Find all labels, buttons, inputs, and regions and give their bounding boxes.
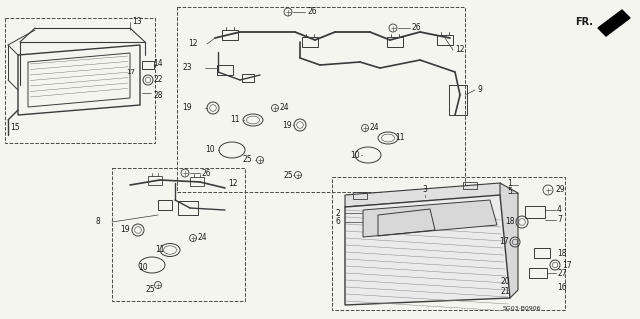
Bar (387, 37, 403, 47)
Bar (529, 268, 547, 278)
Bar (217, 65, 233, 75)
Bar (534, 248, 550, 258)
Text: 23: 23 (182, 63, 192, 72)
Text: 18: 18 (557, 249, 566, 257)
Text: 19: 19 (120, 226, 130, 234)
Text: 11: 11 (230, 115, 240, 124)
Text: 10: 10 (350, 151, 360, 160)
Text: 5: 5 (507, 188, 512, 197)
Text: 26: 26 (412, 24, 422, 33)
Bar (158, 200, 172, 210)
Text: 29: 29 (555, 186, 564, 195)
Text: 8: 8 (95, 218, 100, 226)
Polygon shape (345, 183, 510, 207)
Text: 2: 2 (335, 209, 340, 218)
Text: 12: 12 (228, 180, 237, 189)
Text: 19: 19 (182, 103, 192, 113)
Text: 1: 1 (507, 179, 512, 188)
Bar (190, 177, 204, 186)
Text: 24: 24 (370, 123, 380, 132)
Text: 21: 21 (500, 287, 510, 296)
Text: 25: 25 (145, 286, 155, 294)
Text: 11: 11 (156, 246, 165, 255)
Text: 19: 19 (282, 121, 292, 130)
Text: 10: 10 (138, 263, 148, 272)
Bar (525, 206, 545, 218)
Bar (449, 85, 467, 115)
Text: 25: 25 (243, 155, 252, 165)
Text: 18: 18 (506, 218, 515, 226)
Bar (178, 201, 198, 215)
Text: 20: 20 (500, 278, 510, 286)
Bar (222, 30, 238, 40)
Text: 26: 26 (202, 168, 212, 177)
Bar (242, 74, 254, 82)
Text: 27: 27 (557, 269, 566, 278)
Text: 17: 17 (499, 238, 509, 247)
Bar (463, 182, 477, 189)
Text: 28: 28 (153, 92, 163, 100)
Text: 3: 3 (422, 186, 428, 195)
Text: 16: 16 (557, 284, 566, 293)
Text: FR.: FR. (575, 17, 593, 27)
Polygon shape (500, 183, 518, 298)
Text: 10: 10 (205, 145, 215, 154)
Text: 24: 24 (280, 103, 290, 113)
Text: 7: 7 (557, 216, 562, 225)
Text: 17: 17 (562, 261, 572, 270)
Text: 14: 14 (153, 58, 163, 68)
Text: 17: 17 (126, 69, 135, 75)
Text: 26: 26 (307, 8, 317, 17)
Text: 11: 11 (395, 133, 404, 143)
Bar (112, 168, 245, 301)
Text: 25: 25 (284, 170, 293, 180)
Text: 15: 15 (10, 123, 20, 132)
Text: 24: 24 (198, 234, 207, 242)
Text: 6: 6 (335, 218, 340, 226)
Bar (148, 176, 162, 185)
Text: 13: 13 (132, 18, 141, 26)
Bar (437, 35, 453, 45)
Bar (353, 192, 367, 199)
Text: 4: 4 (557, 205, 562, 214)
Bar (177, 7, 465, 192)
Bar (332, 177, 565, 310)
Text: 22: 22 (153, 76, 163, 85)
Text: 12: 12 (455, 46, 465, 55)
Text: 12: 12 (189, 40, 198, 48)
Polygon shape (598, 10, 630, 36)
Polygon shape (363, 200, 497, 237)
Bar (5, 18, 155, 143)
Bar (142, 61, 154, 69)
Bar (302, 37, 318, 47)
Polygon shape (345, 195, 510, 305)
Text: 9: 9 (477, 85, 482, 94)
Text: SG03-B0906: SG03-B0906 (503, 306, 541, 310)
